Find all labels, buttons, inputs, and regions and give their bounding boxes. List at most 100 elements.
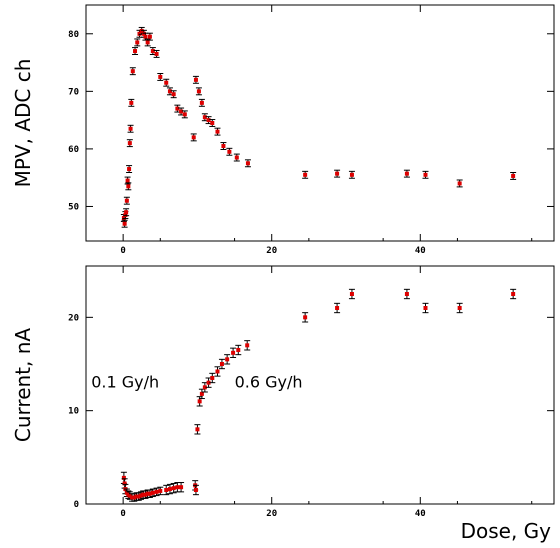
mpv-data-point bbox=[510, 172, 517, 180]
mpv-marker bbox=[335, 171, 340, 176]
mpv-marker bbox=[423, 172, 428, 177]
mpv-marker bbox=[133, 49, 138, 54]
mpv-data-point bbox=[244, 159, 251, 168]
mpv-data-point bbox=[157, 72, 164, 81]
current-marker bbox=[206, 380, 211, 385]
mpv-y-tick-label: 60 bbox=[68, 145, 79, 155]
current-data-point bbox=[163, 484, 170, 496]
dose-x-axis-label: Dose, Gy bbox=[461, 519, 552, 543]
current-data-point bbox=[209, 372, 216, 384]
mpv-marker bbox=[171, 92, 176, 97]
current-data-point bbox=[403, 288, 410, 300]
current-data-point bbox=[422, 302, 429, 314]
mpv-data-point bbox=[127, 124, 134, 133]
current-marker bbox=[134, 494, 139, 499]
current-marker bbox=[141, 492, 146, 497]
current-marker bbox=[193, 488, 198, 492]
current-data-point bbox=[149, 488, 156, 498]
mpv-marker bbox=[145, 40, 150, 45]
current-marker bbox=[171, 486, 176, 491]
current-data-point bbox=[214, 366, 221, 377]
current-marker bbox=[210, 376, 215, 380]
mpv-y-tick-label: 80 bbox=[68, 30, 79, 40]
mpv-marker bbox=[139, 28, 144, 33]
mpv-data-point bbox=[403, 169, 410, 178]
mpv-marker bbox=[125, 178, 130, 183]
mpv-marker bbox=[135, 40, 140, 45]
mpv-plot-frame bbox=[85, 4, 555, 242]
mpv-marker bbox=[202, 115, 207, 120]
mpv-data-point bbox=[149, 47, 156, 56]
current-marker bbox=[219, 362, 224, 366]
mpv-data-point bbox=[456, 179, 463, 188]
current-data-point bbox=[244, 340, 251, 351]
mpv-marker bbox=[210, 121, 215, 125]
current-data-point bbox=[157, 486, 164, 496]
current-data-point bbox=[510, 288, 517, 300]
current-data-point bbox=[235, 344, 242, 356]
mpv-marker bbox=[129, 100, 134, 105]
current-marker bbox=[225, 357, 230, 362]
mpv-marker bbox=[179, 109, 184, 114]
mpv-marker bbox=[127, 141, 132, 146]
mpv-marker bbox=[175, 106, 180, 111]
mpv-data-point bbox=[233, 153, 240, 162]
current-marker bbox=[136, 494, 141, 499]
current-data-point bbox=[302, 312, 309, 323]
current-marker bbox=[127, 493, 132, 498]
mpv-y-tick-label: 50 bbox=[68, 202, 79, 212]
mpv-marker bbox=[215, 129, 220, 134]
current-data-point bbox=[230, 347, 237, 358]
mpv-marker bbox=[511, 173, 516, 178]
current-marker bbox=[197, 399, 202, 404]
current-marker bbox=[150, 490, 155, 495]
rate-annotation-low: 0.1 Gy/h bbox=[91, 373, 159, 392]
current-data-point bbox=[192, 484, 199, 496]
current-marker bbox=[511, 292, 516, 296]
current-panel: Current, nA Dose, Gy 0 20 40 0 10 20 0.1 Gy/h… bbox=[11, 265, 555, 543]
current-data-point bbox=[153, 487, 160, 497]
mpv-marker bbox=[143, 34, 148, 39]
mpv-data-point bbox=[129, 67, 136, 76]
current-y-tick-label: 10 bbox=[68, 407, 79, 417]
mpv-data-point bbox=[126, 139, 133, 148]
mpv-marker bbox=[182, 112, 187, 117]
current-data-point bbox=[178, 482, 185, 493]
mpv-marker bbox=[128, 126, 133, 131]
current-marker bbox=[130, 495, 135, 500]
current-marker bbox=[202, 385, 207, 390]
mpv-data-point bbox=[214, 127, 221, 136]
current-x-tick-label: 0 bbox=[120, 509, 125, 519]
current-data-point bbox=[456, 302, 463, 314]
mpv-data-point bbox=[334, 169, 341, 178]
mpv-marker bbox=[227, 149, 232, 154]
current-x-tick-label: 40 bbox=[415, 509, 426, 519]
current-marker bbox=[179, 485, 184, 490]
mpv-marker bbox=[124, 210, 129, 215]
mpv-marker bbox=[154, 51, 159, 56]
current-marker bbox=[122, 481, 127, 486]
mpv-data-point bbox=[226, 147, 233, 156]
current-marker bbox=[121, 475, 126, 480]
current-marker bbox=[303, 315, 308, 320]
current-marker bbox=[145, 491, 150, 496]
current-data-point bbox=[334, 302, 341, 314]
current-marker bbox=[245, 343, 250, 348]
mpv-data-point bbox=[422, 170, 429, 179]
current-marker bbox=[199, 391, 204, 396]
current-marker bbox=[175, 485, 180, 490]
current-y-axis-label: Current, nA bbox=[11, 328, 35, 443]
mpv-marker bbox=[245, 161, 250, 166]
mpv-marker bbox=[404, 171, 409, 176]
mpv-data-point bbox=[209, 119, 216, 127]
mpv-data-point bbox=[125, 182, 132, 191]
mpv-marker bbox=[122, 221, 127, 226]
current-marker bbox=[164, 488, 169, 492]
mpv-y-tick-label: 70 bbox=[68, 87, 79, 97]
current-marker bbox=[167, 487, 172, 492]
current-ticks: 0 20 40 0 10 20 bbox=[68, 266, 554, 519]
mpv-y-axis-label: MPV, ADC ch bbox=[11, 59, 35, 188]
mpv-data-point bbox=[163, 78, 170, 87]
mpv-marker bbox=[457, 181, 462, 186]
mpv-marker bbox=[130, 69, 135, 74]
